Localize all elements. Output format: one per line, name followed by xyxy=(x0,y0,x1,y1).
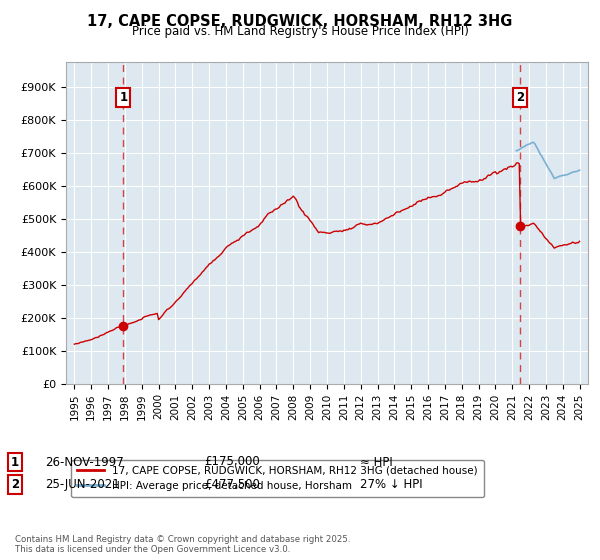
Text: 26-NOV-1997: 26-NOV-1997 xyxy=(45,455,124,469)
Text: £175,000: £175,000 xyxy=(204,455,260,469)
Legend: 17, CAPE COPSE, RUDGWICK, HORSHAM, RH12 3HG (detached house), HPI: Average price: 17, CAPE COPSE, RUDGWICK, HORSHAM, RH12 … xyxy=(71,460,484,497)
Text: 27% ↓ HPI: 27% ↓ HPI xyxy=(360,478,422,491)
Text: 25-JUN-2021: 25-JUN-2021 xyxy=(45,478,120,491)
Text: 1: 1 xyxy=(11,455,19,469)
Text: Price paid vs. HM Land Registry's House Price Index (HPI): Price paid vs. HM Land Registry's House … xyxy=(131,25,469,38)
Text: 17, CAPE COPSE, RUDGWICK, HORSHAM, RH12 3HG: 17, CAPE COPSE, RUDGWICK, HORSHAM, RH12 … xyxy=(88,14,512,29)
Text: £477,500: £477,500 xyxy=(204,478,260,491)
Text: Contains HM Land Registry data © Crown copyright and database right 2025.
This d: Contains HM Land Registry data © Crown c… xyxy=(15,535,350,554)
Text: ≈ HPI: ≈ HPI xyxy=(360,455,393,469)
Text: 1: 1 xyxy=(119,91,127,104)
Text: 2: 2 xyxy=(516,91,524,104)
Text: 2: 2 xyxy=(11,478,19,491)
